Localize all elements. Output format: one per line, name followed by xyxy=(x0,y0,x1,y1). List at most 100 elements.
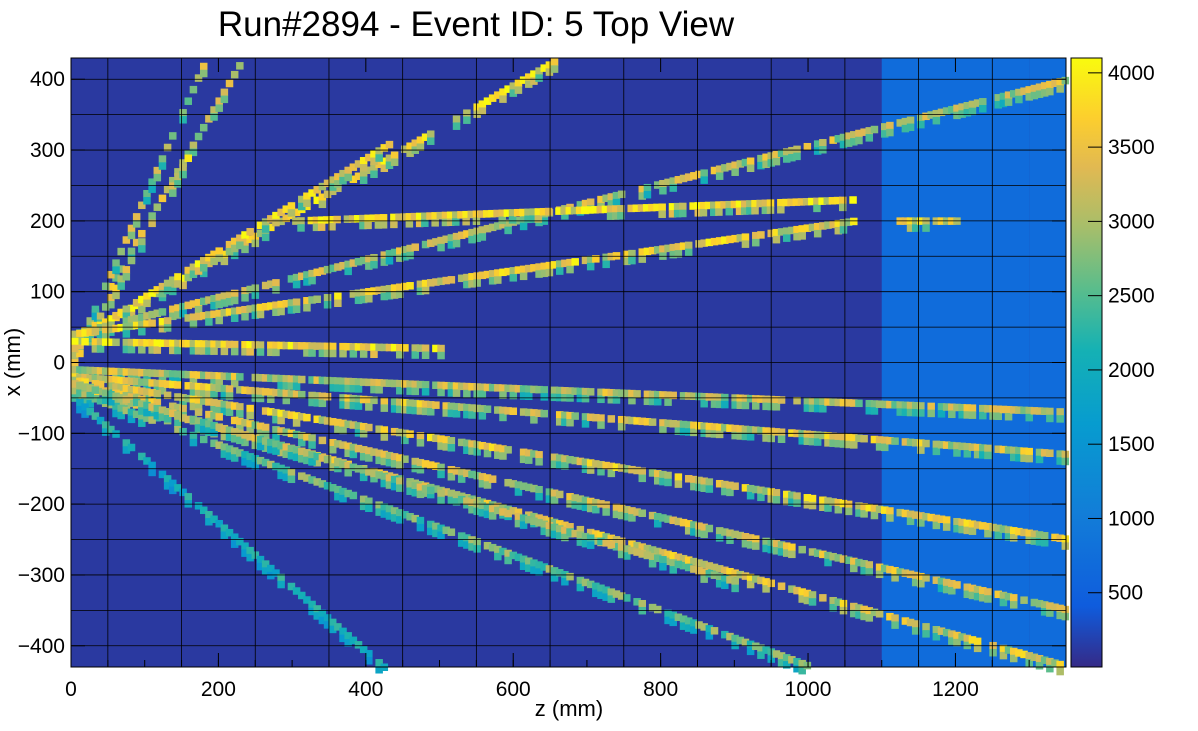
hit-cell xyxy=(215,247,223,255)
hit-cell xyxy=(1030,653,1039,662)
hit-cell xyxy=(122,305,131,313)
hit-cell xyxy=(313,342,321,350)
hit-cell xyxy=(979,404,987,413)
hit-cell xyxy=(303,433,311,441)
hit-cell xyxy=(354,378,363,386)
hit-cell xyxy=(659,477,667,486)
hit-cell xyxy=(143,299,151,308)
hit-cell xyxy=(865,400,874,408)
hit-cell xyxy=(705,478,714,486)
hit-cell xyxy=(896,119,904,127)
hit-cell xyxy=(76,373,84,382)
hit-cell xyxy=(127,345,136,354)
hit-cell xyxy=(86,366,94,375)
hit-cell xyxy=(870,511,879,520)
hit-cell xyxy=(442,526,450,535)
hit-cell xyxy=(138,395,146,404)
hit-cell xyxy=(349,175,358,184)
hit-cell xyxy=(184,415,193,424)
hit-cell xyxy=(107,300,115,309)
hit-cell xyxy=(881,564,889,573)
hit-cell xyxy=(597,531,605,540)
hit-cell xyxy=(979,98,987,106)
hit-cell xyxy=(261,423,270,432)
hit-cell xyxy=(736,425,745,433)
hit-cell xyxy=(793,657,801,666)
hit-cell xyxy=(561,212,569,220)
hit-cell xyxy=(431,212,439,220)
hit-cell xyxy=(611,212,620,220)
hit-cell xyxy=(808,548,817,556)
hit-cell xyxy=(328,483,337,492)
hit-cell xyxy=(942,578,951,587)
hit-cell xyxy=(344,449,352,458)
hit-cell xyxy=(715,423,724,432)
hit-cell xyxy=(91,386,100,394)
hit-cell xyxy=(122,395,131,404)
hit-cell xyxy=(1035,599,1044,608)
hit-cell xyxy=(328,384,337,392)
hit-cell xyxy=(679,420,688,429)
hit-cell xyxy=(1035,407,1044,415)
hit-cell xyxy=(979,594,987,602)
hit-cell xyxy=(396,484,404,492)
hit-cell xyxy=(112,338,120,347)
hit-cell xyxy=(415,212,424,221)
hit-cell xyxy=(468,280,476,288)
hit-cell xyxy=(499,413,507,422)
hit-cell xyxy=(514,508,523,517)
hit-cell xyxy=(411,380,420,389)
hit-cell xyxy=(148,178,156,186)
hit-cell xyxy=(705,562,714,570)
hit-cell xyxy=(282,375,291,383)
hit-cell xyxy=(447,528,456,536)
hit-cell xyxy=(648,511,657,520)
hit-cell xyxy=(205,427,213,435)
hit-cell xyxy=(911,438,920,447)
hit-cell xyxy=(607,588,616,596)
hit-cell xyxy=(808,404,817,413)
hit-cell xyxy=(695,522,703,530)
hit-cell xyxy=(494,384,502,392)
hit-cell xyxy=(782,654,791,662)
hit-cell xyxy=(148,339,156,347)
hit-cell xyxy=(163,408,172,416)
hit-cell xyxy=(457,211,465,219)
hit-cell xyxy=(813,204,821,213)
hit-cell xyxy=(999,598,1008,607)
hit-cell xyxy=(514,512,523,521)
hit-cell xyxy=(447,437,456,445)
hit-cell xyxy=(158,380,167,388)
hit-cell xyxy=(679,209,687,218)
hit-cell xyxy=(256,310,265,319)
hit-cell xyxy=(1040,608,1049,616)
hit-cell xyxy=(473,471,481,480)
hit-cell xyxy=(741,539,750,548)
hit-cell xyxy=(606,212,615,220)
hit-cell xyxy=(896,401,904,409)
hit-cell xyxy=(179,427,187,436)
hit-cell xyxy=(148,319,156,327)
hit-cell xyxy=(824,398,832,406)
hit-cell xyxy=(721,574,729,583)
colorbar-tick-label: 2500 xyxy=(1108,285,1155,308)
hit-cell xyxy=(163,391,172,400)
hit-cell xyxy=(205,311,213,319)
hit-cell xyxy=(1035,655,1044,663)
hit-cell xyxy=(519,514,528,522)
hit-cell xyxy=(416,490,425,499)
hit-cell xyxy=(122,317,131,325)
hit-cell xyxy=(550,496,559,505)
hit-cell xyxy=(607,469,616,478)
hit-cell xyxy=(808,598,817,606)
hit-cell xyxy=(380,510,389,518)
hit-cell xyxy=(704,201,713,210)
hit-cell xyxy=(839,555,848,563)
hit-cell xyxy=(225,308,234,316)
colorbar-tick-label: 3500 xyxy=(1108,136,1155,159)
hit-cell xyxy=(282,299,291,308)
hit-cell xyxy=(416,407,425,415)
hit-cell xyxy=(540,563,548,571)
hit-cell xyxy=(292,298,301,307)
hit-cell xyxy=(174,419,182,428)
